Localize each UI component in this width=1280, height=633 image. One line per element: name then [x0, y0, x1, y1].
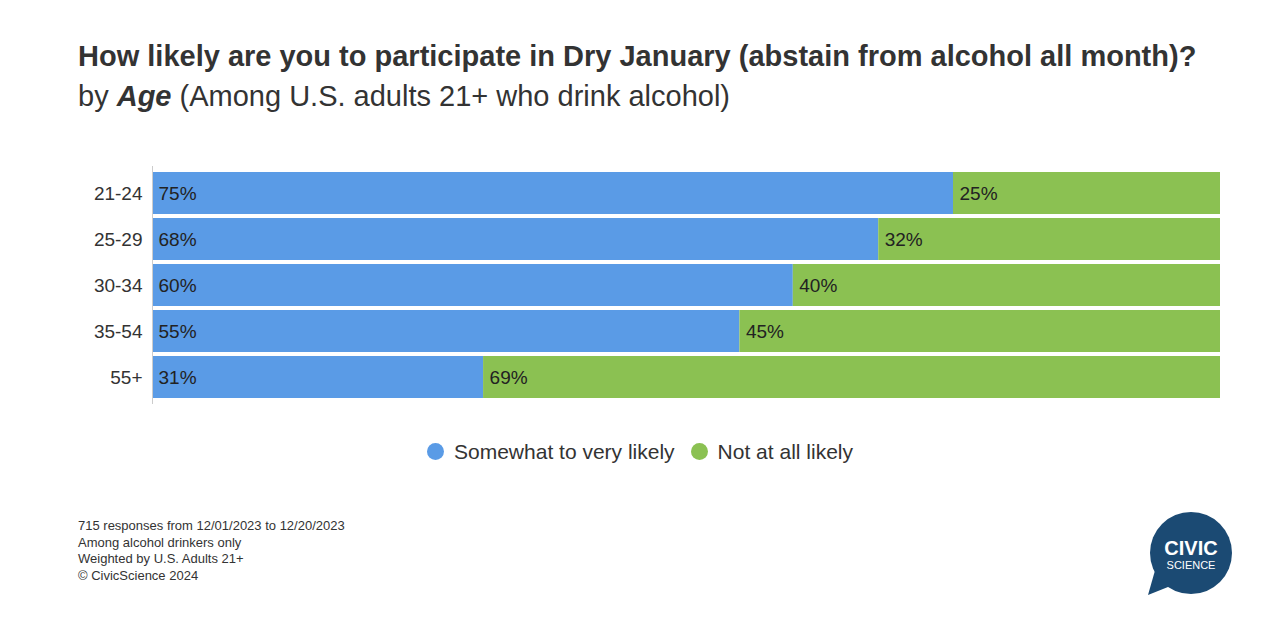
- svg-text:CIVIC: CIVIC: [1164, 537, 1217, 559]
- html-text:715 responses from 12/01/2023: 715 responses from 12/01/2023 to 12/20/2…: [78, 518, 345, 533]
- html-text:How likely are you to particip: How likely are you to participate in Dry…: [78, 40, 1197, 72]
- html-text:Somewhat to very likely: Somewhat to very likely: [454, 440, 675, 463]
- svg-text:40%: 40%: [799, 275, 837, 296]
- svg-text:31%: 31%: [159, 367, 197, 388]
- svg-text:35-54: 35-54: [94, 321, 143, 342]
- svg-text:69%: 69%: [490, 367, 528, 388]
- svg-text:55+: 55+: [110, 367, 142, 388]
- svg-text:25%: 25%: [960, 183, 998, 204]
- svg-text:45%: 45%: [746, 321, 784, 342]
- svg-text:32%: 32%: [885, 229, 923, 250]
- svg-text:25-29: 25-29: [94, 229, 143, 250]
- html-text:Weighted by U.S. Adults 21+: Weighted by U.S. Adults 21+: [78, 551, 244, 566]
- svg-text:21-24: 21-24: [94, 183, 143, 204]
- svg-text:30-34: 30-34: [94, 275, 143, 296]
- html-text:© CivicScience 2024: © CivicScience 2024: [78, 567, 199, 583]
- svg-text:75%: 75%: [159, 183, 197, 204]
- html-text:by Age (Among U.S. adults 21+: by Age (Among U.S. adults 21+ who drink …: [78, 80, 730, 112]
- svg-text:55%: 55%: [159, 321, 197, 342]
- html-text:Among alcohol drinkers only: Among alcohol drinkers only: [78, 534, 242, 550]
- svg-text:SCIENCE: SCIENCE: [1167, 559, 1216, 571]
- svg-text:60%: 60%: [159, 275, 197, 296]
- html-text:Not at all likely: Not at all likely: [717, 440, 853, 463]
- svg-text:68%: 68%: [159, 229, 197, 250]
